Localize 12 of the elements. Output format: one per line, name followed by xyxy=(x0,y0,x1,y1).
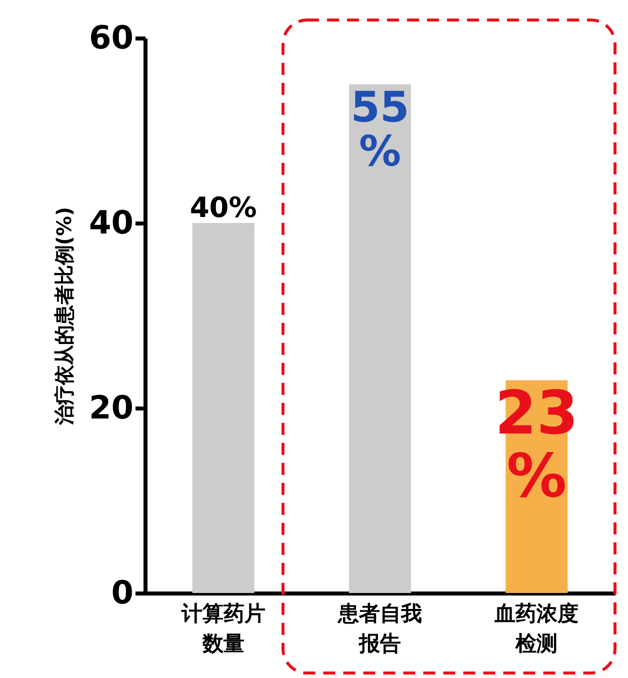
x-tick-label: 计算药片数量 xyxy=(180,602,266,656)
x-tick-label: 血药浓度检测 xyxy=(494,602,579,656)
y-tick-label: 20 xyxy=(88,388,134,426)
y-tick-label: 40 xyxy=(88,204,134,242)
data-label: 40% xyxy=(190,191,257,224)
bar xyxy=(349,84,411,593)
x-tick-label: 患者自我报告 xyxy=(337,602,422,656)
data-label: 55% xyxy=(350,82,410,176)
y-tick-label: 60 xyxy=(88,18,134,56)
y-tick-label: 0 xyxy=(111,574,134,612)
y-axis-title: 治疗依从的患者比例(%) xyxy=(52,206,76,426)
bar xyxy=(192,223,254,593)
